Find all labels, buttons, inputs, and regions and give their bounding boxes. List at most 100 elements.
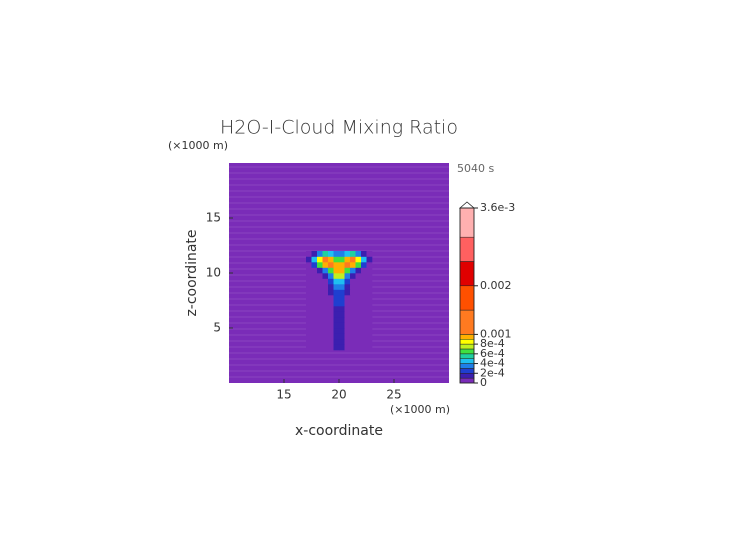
contour-cell xyxy=(344,256,351,263)
contour-cell xyxy=(328,273,334,279)
contour-cell xyxy=(306,300,312,307)
contour-cell xyxy=(355,273,362,279)
contour-cell xyxy=(350,339,356,345)
colorbar-band xyxy=(459,373,475,379)
x-tick-label: 20 xyxy=(331,388,346,402)
contour-cell xyxy=(339,344,345,351)
contour-cell xyxy=(361,306,367,312)
contour-cell xyxy=(333,328,340,334)
contour-cell xyxy=(344,311,351,318)
contour-cell xyxy=(328,284,334,290)
contour-cell xyxy=(355,284,362,290)
contour-cell xyxy=(322,306,329,312)
contour-cell xyxy=(306,339,312,345)
contour-cell xyxy=(311,289,318,296)
colorbar-tick-label: 0.001 xyxy=(480,327,512,340)
contour-cell xyxy=(311,251,318,257)
contour-cell xyxy=(317,311,323,318)
contour-cell xyxy=(317,344,323,351)
contour-cell xyxy=(328,262,334,268)
contour-cell xyxy=(350,284,356,290)
contour-cell xyxy=(355,262,362,268)
contour-cell xyxy=(317,278,323,285)
contour-cell xyxy=(317,256,323,263)
contour-cell xyxy=(322,273,329,279)
colorbar-band xyxy=(459,339,475,345)
contour-cell xyxy=(333,284,340,290)
contour-cell xyxy=(339,306,345,312)
contour-cell xyxy=(350,295,356,301)
contour-cell xyxy=(328,300,334,307)
contour-cell xyxy=(317,284,323,290)
contour-cell xyxy=(306,267,312,274)
contour-cell xyxy=(366,328,373,334)
contour-cell xyxy=(333,267,340,274)
contour-cell xyxy=(350,289,356,296)
contour-cell xyxy=(344,284,351,290)
contour-cell xyxy=(366,300,373,307)
contour-cell xyxy=(317,262,323,268)
contour-cell xyxy=(366,322,373,329)
contour-cell xyxy=(361,333,367,340)
contour-cell xyxy=(344,251,351,257)
y-tick-label: 10 xyxy=(206,266,221,280)
contour-cell xyxy=(366,306,373,312)
contour-cell xyxy=(366,262,373,268)
contour-cell xyxy=(333,300,340,307)
contour-cell xyxy=(350,300,356,307)
colorbar-tick-label: 0.002 xyxy=(480,279,512,292)
contour-cell xyxy=(317,322,323,329)
contour-cell xyxy=(306,284,312,290)
contour-cell xyxy=(322,295,329,301)
contour-cell xyxy=(339,333,345,340)
contour-cell xyxy=(333,317,340,323)
contour-cell xyxy=(333,273,340,279)
x-unit: (×1000 m) xyxy=(390,403,450,416)
contour-cell xyxy=(311,328,318,334)
contour-cell xyxy=(355,322,362,329)
contour-cell xyxy=(366,267,373,274)
contour-cell xyxy=(322,317,329,323)
contour-cell xyxy=(366,284,373,290)
time-label: 5040 s xyxy=(457,162,494,175)
contour-cell xyxy=(350,273,356,279)
contour-cell xyxy=(311,273,318,279)
contour-cell xyxy=(306,317,312,323)
contour-cell xyxy=(322,322,329,329)
y-tick-label: 5 xyxy=(213,321,221,335)
contour-cell xyxy=(355,289,362,296)
contour-cell xyxy=(322,278,329,285)
contour-cell xyxy=(328,278,334,285)
contour-cell xyxy=(333,289,340,296)
contour-cell xyxy=(366,339,373,345)
contour-cell xyxy=(311,256,318,263)
contour-cell xyxy=(339,256,345,263)
contour-cell xyxy=(328,295,334,301)
colorbar-band xyxy=(459,334,475,340)
colorbar-band xyxy=(459,207,475,238)
y-tick-label: 15 xyxy=(206,211,221,225)
contour-cell xyxy=(317,306,323,312)
contour-cell xyxy=(350,267,356,274)
colorbar-tick-label: 2e-4 xyxy=(480,366,505,379)
colorbar-tick-label: 0 xyxy=(480,376,487,389)
contour-cell xyxy=(339,317,345,323)
contour-cell xyxy=(339,311,345,318)
contour-cell xyxy=(333,339,340,345)
contour-cell xyxy=(355,251,362,257)
contour-cell xyxy=(350,344,356,351)
contour-cell xyxy=(366,289,373,296)
contour-cell xyxy=(344,339,351,345)
colorbar-band xyxy=(459,358,475,364)
y-axis-label: z-coordinate xyxy=(184,229,200,316)
colorbar-tick-label: 6e-4 xyxy=(480,347,505,360)
contour-cell xyxy=(339,262,345,268)
colorbar-band xyxy=(459,236,475,262)
contour-cell xyxy=(339,267,345,274)
colorbar-band xyxy=(459,377,475,384)
contour-cell xyxy=(355,311,362,318)
contour-cell xyxy=(306,289,312,296)
contour-cell xyxy=(361,300,367,307)
contour-cell xyxy=(317,295,323,301)
contour-cell xyxy=(366,311,373,318)
